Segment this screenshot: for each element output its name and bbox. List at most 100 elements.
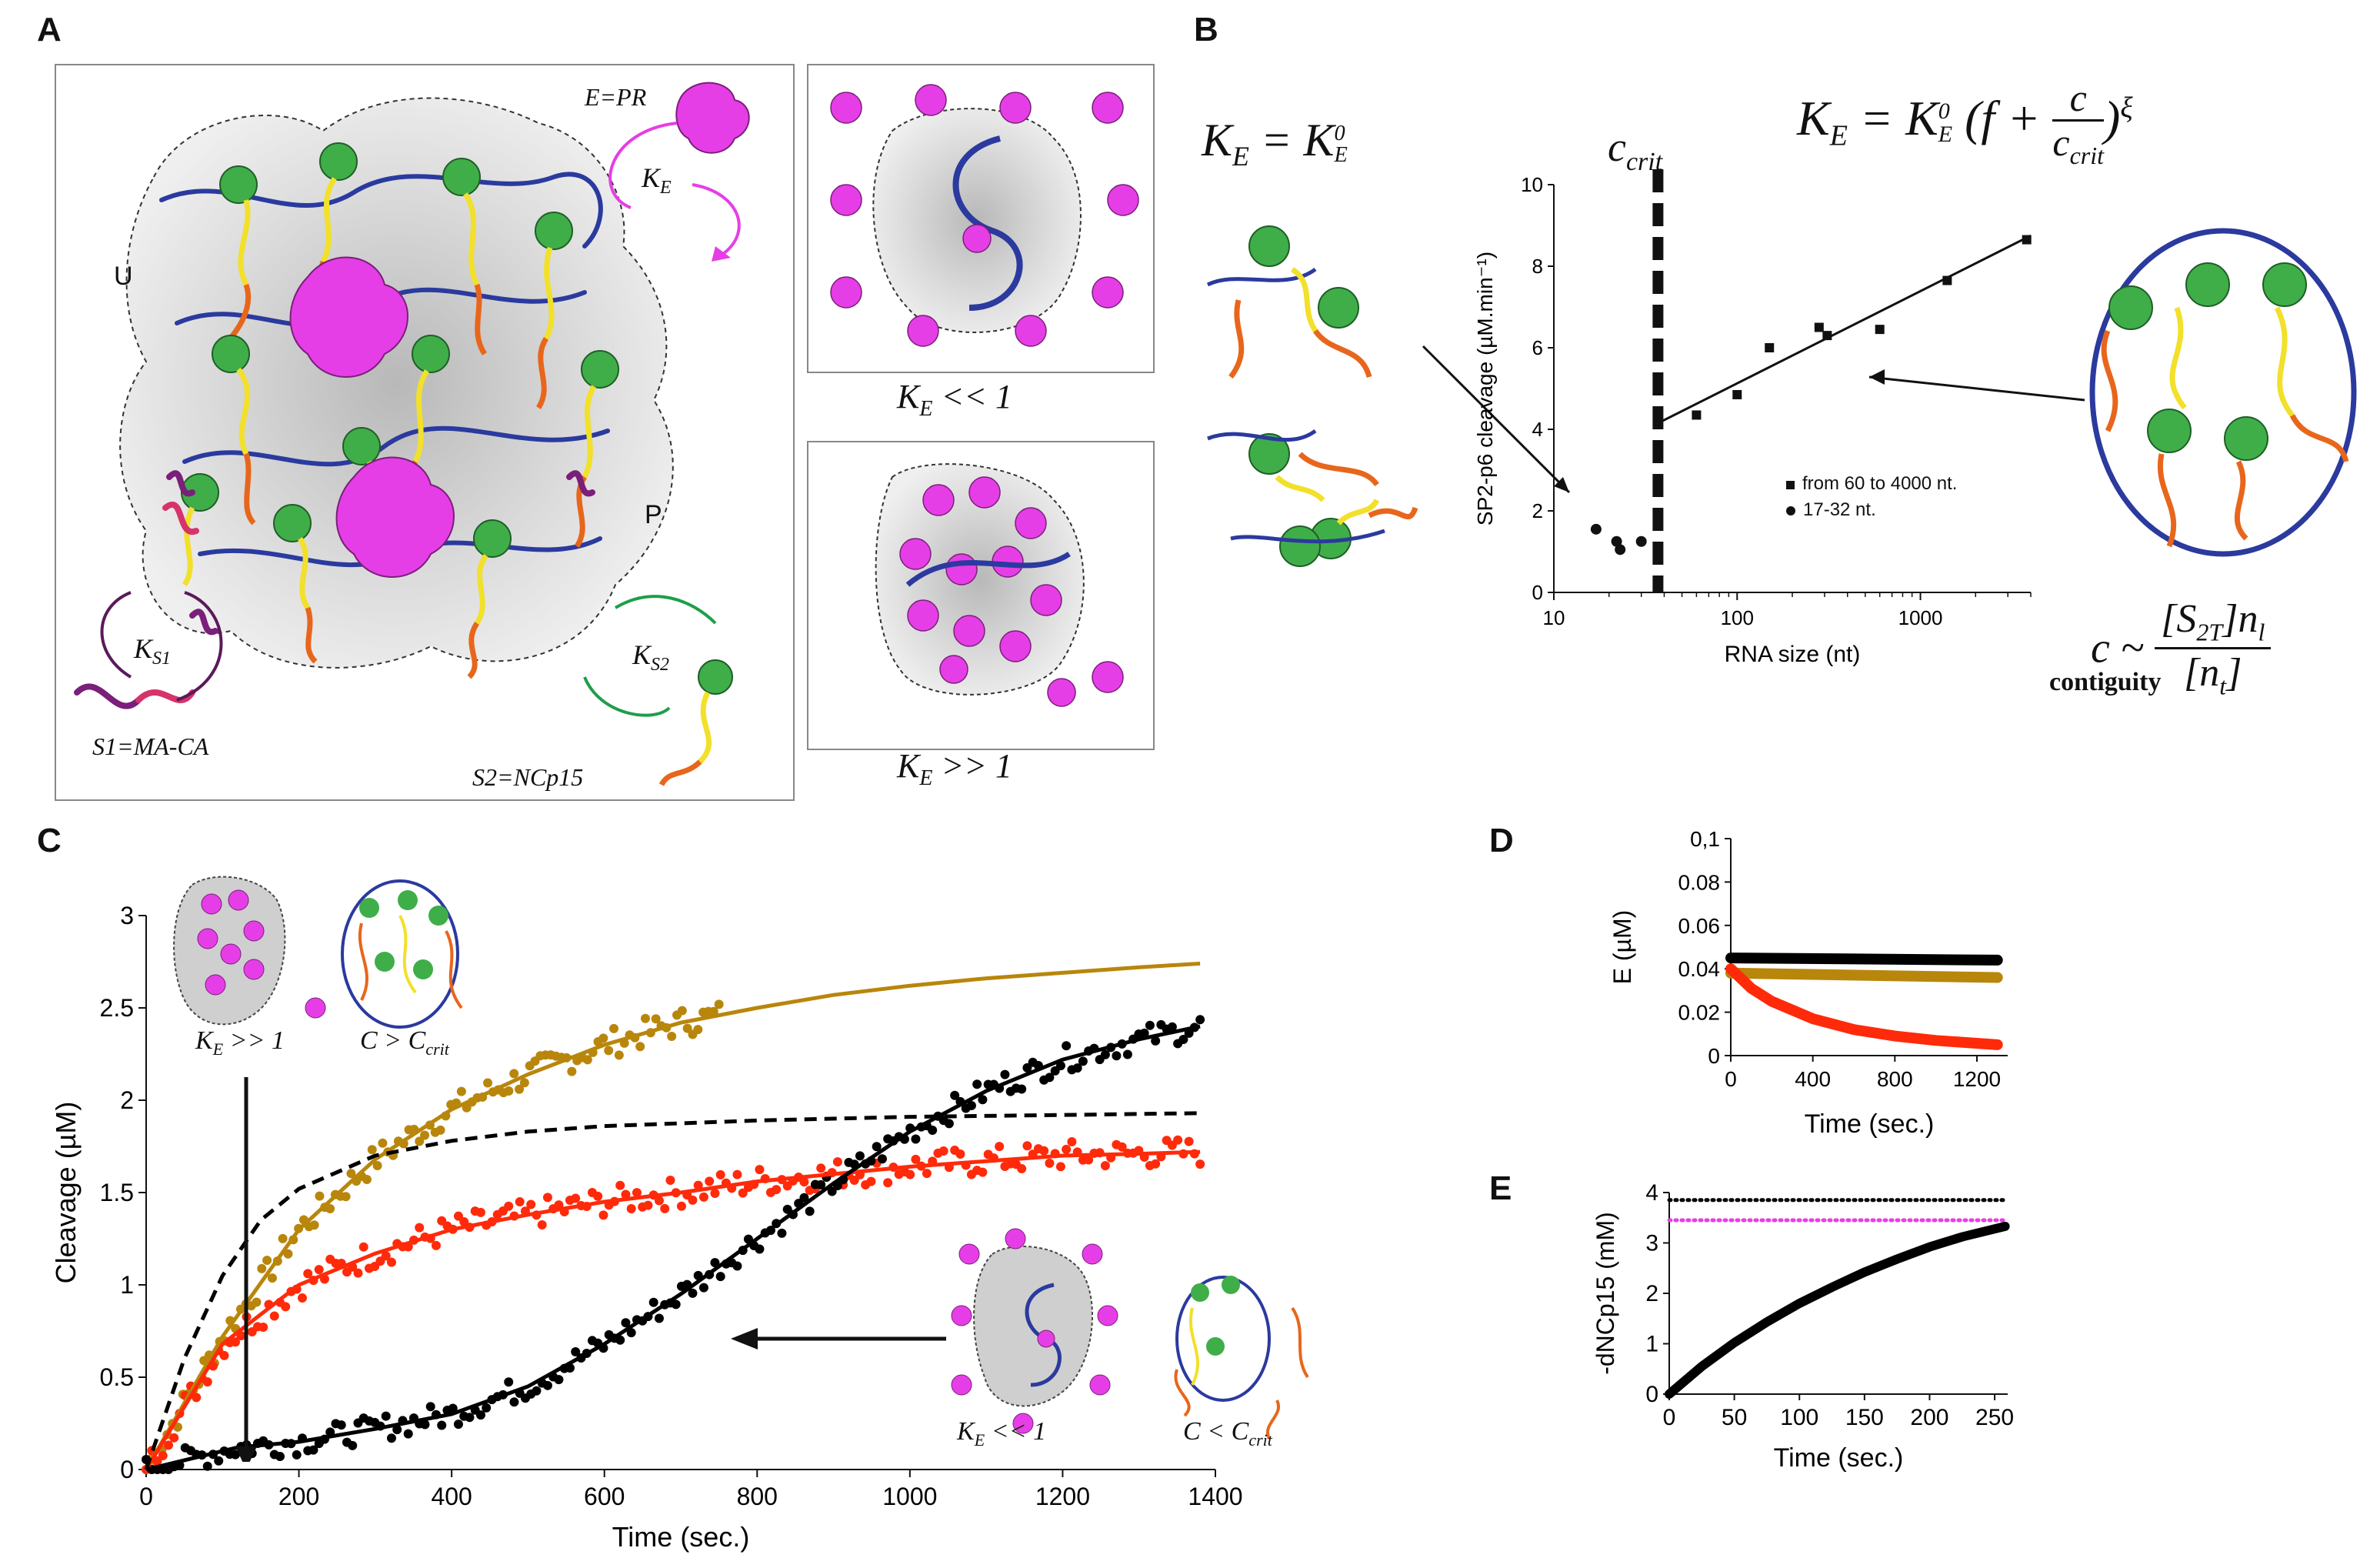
c-red-point — [1117, 1142, 1127, 1152]
contig-den: [n — [2184, 650, 2220, 695]
c-gold-point — [362, 1174, 372, 1184]
c-gold-point — [283, 1249, 293, 1259]
c-series-line-1 — [144, 1149, 1201, 1471]
c-gold-point — [262, 1256, 272, 1266]
c-red-point — [938, 1146, 948, 1156]
c-ke-big-sub: E — [212, 1039, 224, 1059]
eq-right-rsub: E — [1938, 122, 1953, 148]
ks2-label: KS2 — [632, 639, 669, 676]
c-black-point — [475, 1410, 485, 1420]
c-black-point — [1122, 1049, 1132, 1059]
eq-left-rhs-sub: E — [1334, 143, 1348, 168]
c-black-point — [805, 1206, 815, 1216]
c-c-big-sub: crit — [425, 1039, 449, 1059]
c-gold-point — [346, 1169, 356, 1179]
c-red-point — [738, 1188, 748, 1198]
panel-label-a: A — [37, 11, 62, 48]
e-y-tick-label: 4 — [1645, 1180, 1658, 1206]
c-red-point — [755, 1165, 765, 1175]
c-series-line-2 — [145, 1024, 1201, 1472]
b-x-tick-label: 1000 — [1898, 606, 1943, 629]
c-black-point — [972, 1079, 982, 1089]
ke-label-sub: E — [660, 178, 672, 199]
ks1-label: KS1 — [134, 632, 171, 669]
c-black-point — [978, 1095, 988, 1105]
contig-num-sub2: l — [2258, 618, 2265, 646]
c-black-point — [214, 1456, 224, 1466]
ks2-label-sub: S2 — [651, 655, 670, 676]
panel-a-illustration — [55, 64, 1155, 801]
d-x-tick-label: 0 — [1725, 1067, 1737, 1091]
arrow-down-head — [235, 1446, 257, 1462]
c-black-point — [437, 1420, 447, 1430]
c-gold-point — [604, 1046, 614, 1056]
b-square-point — [2022, 235, 2032, 245]
e-y-label: -dNCp15 (mM) — [1592, 1212, 1619, 1375]
arrow-long-head — [1869, 369, 1885, 385]
c-gold-point — [315, 1191, 325, 1201]
arrow-short-to-plot — [1422, 345, 1571, 494]
c-black-point — [626, 1328, 636, 1338]
c-gold-point — [372, 1161, 382, 1171]
c-red-point — [1151, 1159, 1161, 1169]
d-y-tick-label: 0 — [1708, 1044, 1720, 1068]
c-black-point — [966, 1100, 976, 1110]
chart-c: 0 0.5 1 1.5 2 2.5 3 0 200 400 600 800 1000 1200 1400 Ti… — [50, 902, 1243, 1553]
c-x-tick-label: 1200 — [1035, 1483, 1090, 1510]
c-gold-point — [483, 1078, 493, 1088]
c-black-point — [855, 1151, 865, 1161]
c-red-point — [866, 1176, 876, 1186]
gag-molecules — [181, 142, 619, 679]
d-y-tick-label: 0.04 — [1678, 957, 1721, 981]
c-red-point — [1100, 1161, 1110, 1171]
legend-b-dot: 17-32 nt. — [1786, 497, 1957, 523]
c-gold-point — [598, 1033, 608, 1043]
chart-e: 0 1 2 3 4 0 50 100 150 200 250 Time (sec.) -dNCp15 (… — [1592, 1180, 2014, 1473]
b-y-label: SP2-p6 cleavage (µM.min⁻¹) — [1473, 252, 1497, 525]
c-red-point — [353, 1268, 363, 1278]
ccrit-label: ccrit — [1608, 123, 1662, 177]
arrow-long-to-plot — [1868, 375, 2085, 402]
c-gold-point — [309, 1220, 319, 1230]
contig-num: [S — [2161, 597, 2197, 641]
ke-big-sub: E — [919, 766, 933, 790]
short-rna-complexes — [1206, 225, 1418, 567]
c-red-point — [192, 1393, 202, 1403]
c-ke-big-rel: >> 1 — [229, 1026, 285, 1055]
c-black-point — [292, 1450, 302, 1460]
c-x-tick-label: 1400 — [1188, 1483, 1242, 1510]
c-red-point — [883, 1178, 893, 1188]
c-red-point — [922, 1169, 932, 1179]
c-red-point — [698, 1192, 708, 1202]
c-black-point — [1112, 1051, 1122, 1061]
c-black-point — [1000, 1069, 1010, 1079]
c-gold-point — [519, 1078, 529, 1088]
ke-big-rna — [905, 552, 1071, 587]
c-red-point — [705, 1176, 715, 1186]
c-black-point — [504, 1377, 514, 1387]
c-gold-point — [651, 1014, 661, 1024]
c-gold-point — [582, 1055, 592, 1065]
c-y-tick-label: 1 — [120, 1271, 134, 1299]
b-y-tick-label: 4 — [1532, 418, 1543, 441]
c-gold-point — [278, 1233, 288, 1243]
c-red-point — [1084, 1155, 1094, 1165]
chart-d: 0 0.02 0.04 0.06 0.08 0,1 0 400 800 1200 Time (sec… — [1608, 827, 2008, 1139]
c-black-point — [336, 1420, 346, 1430]
c-red-point — [660, 1203, 670, 1213]
c-black-point — [688, 1288, 698, 1298]
c-black-point — [732, 1261, 742, 1271]
b-y-tick-label: 8 — [1532, 255, 1543, 278]
c-red-point — [665, 1175, 675, 1185]
c-red-point — [453, 1211, 463, 1221]
c-black-point — [698, 1283, 708, 1293]
c-gold-point — [257, 1263, 267, 1273]
c-y-tick-label: 3 — [120, 902, 134, 929]
c-red-point — [654, 1196, 664, 1206]
ke-small-proteases — [830, 84, 1139, 347]
c-red-point — [314, 1265, 324, 1275]
c-red-point — [1195, 1159, 1205, 1169]
b-y-tick-label: 10 — [1521, 173, 1543, 196]
c-y-tick-label: 1.5 — [100, 1179, 134, 1206]
e-y-tick-label: 0 — [1645, 1382, 1658, 1407]
